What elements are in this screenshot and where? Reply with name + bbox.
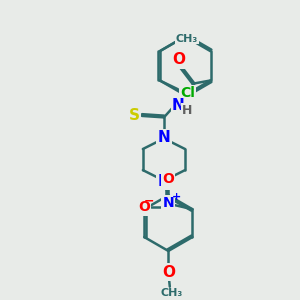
Text: S: S <box>129 108 140 123</box>
Text: +: + <box>171 193 181 202</box>
Text: O: O <box>162 265 175 280</box>
Text: O: O <box>138 200 150 214</box>
Text: N: N <box>172 98 185 113</box>
Text: CH₃: CH₃ <box>160 288 182 298</box>
Text: O: O <box>172 52 185 68</box>
Text: N: N <box>158 174 170 189</box>
Text: H: H <box>182 104 193 117</box>
Text: N: N <box>158 130 170 145</box>
Text: Cl: Cl <box>180 86 195 100</box>
Text: N: N <box>162 196 174 210</box>
Text: CH₃: CH₃ <box>176 34 198 44</box>
Text: O: O <box>162 172 174 186</box>
Text: −: − <box>144 194 154 208</box>
